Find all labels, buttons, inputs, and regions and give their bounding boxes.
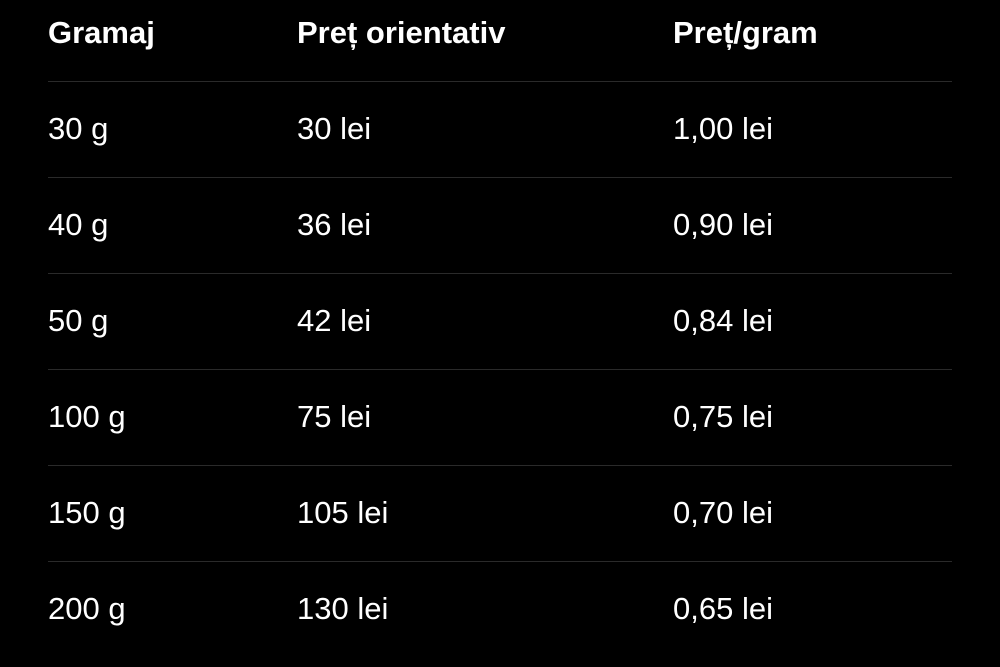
cell-gramaj: 50 g	[48, 303, 109, 338]
cell-pret-gram: 0,90 lei	[673, 207, 773, 242]
cell-pret-orientativ: 36 lei	[297, 207, 372, 242]
table-row: 200 g 130 lei 0,65 lei	[48, 561, 952, 657]
cell-pret-orientativ: 75 lei	[297, 399, 372, 434]
cell-gramaj: 30 g	[48, 111, 109, 146]
header-gramaj: Gramaj	[48, 15, 155, 51]
cell-pret-gram: 0,75 lei	[673, 399, 773, 434]
cell-gramaj: 100 g	[48, 399, 126, 434]
cell-pret-orientativ: 30 lei	[297, 111, 372, 146]
table-row: 150 g 105 lei 0,70 lei	[48, 465, 952, 561]
cell-pret-gram: 0,65 lei	[673, 591, 773, 626]
cell-pret-orientativ: 42 lei	[297, 303, 372, 338]
cell-pret-orientativ: 130 lei	[297, 591, 389, 626]
table-row: 50 g 42 lei 0,84 lei	[48, 273, 952, 369]
table-header-row: Gramaj Preț orientativ Preț/gram	[48, 0, 952, 81]
cell-gramaj: 150 g	[48, 495, 126, 530]
cell-pret-gram: 1,00 lei	[673, 111, 773, 146]
cell-pret-gram: 0,84 lei	[673, 303, 773, 338]
cell-pret-gram: 0,70 lei	[673, 495, 773, 530]
cell-pret-orientativ: 105 lei	[297, 495, 389, 530]
table-row: 100 g 75 lei 0,75 lei	[48, 369, 952, 465]
price-table: Gramaj Preț orientativ Preț/gram 30 g 30 …	[48, 0, 952, 657]
cell-gramaj: 200 g	[48, 591, 126, 626]
cell-gramaj: 40 g	[48, 207, 109, 242]
table-row: 40 g 36 lei 0,90 lei	[48, 177, 952, 273]
header-pret-gram: Preț/gram	[673, 15, 818, 51]
header-pret-orientativ: Preț orientativ	[297, 15, 506, 51]
table-row: 30 g 30 lei 1,00 lei	[48, 81, 952, 177]
